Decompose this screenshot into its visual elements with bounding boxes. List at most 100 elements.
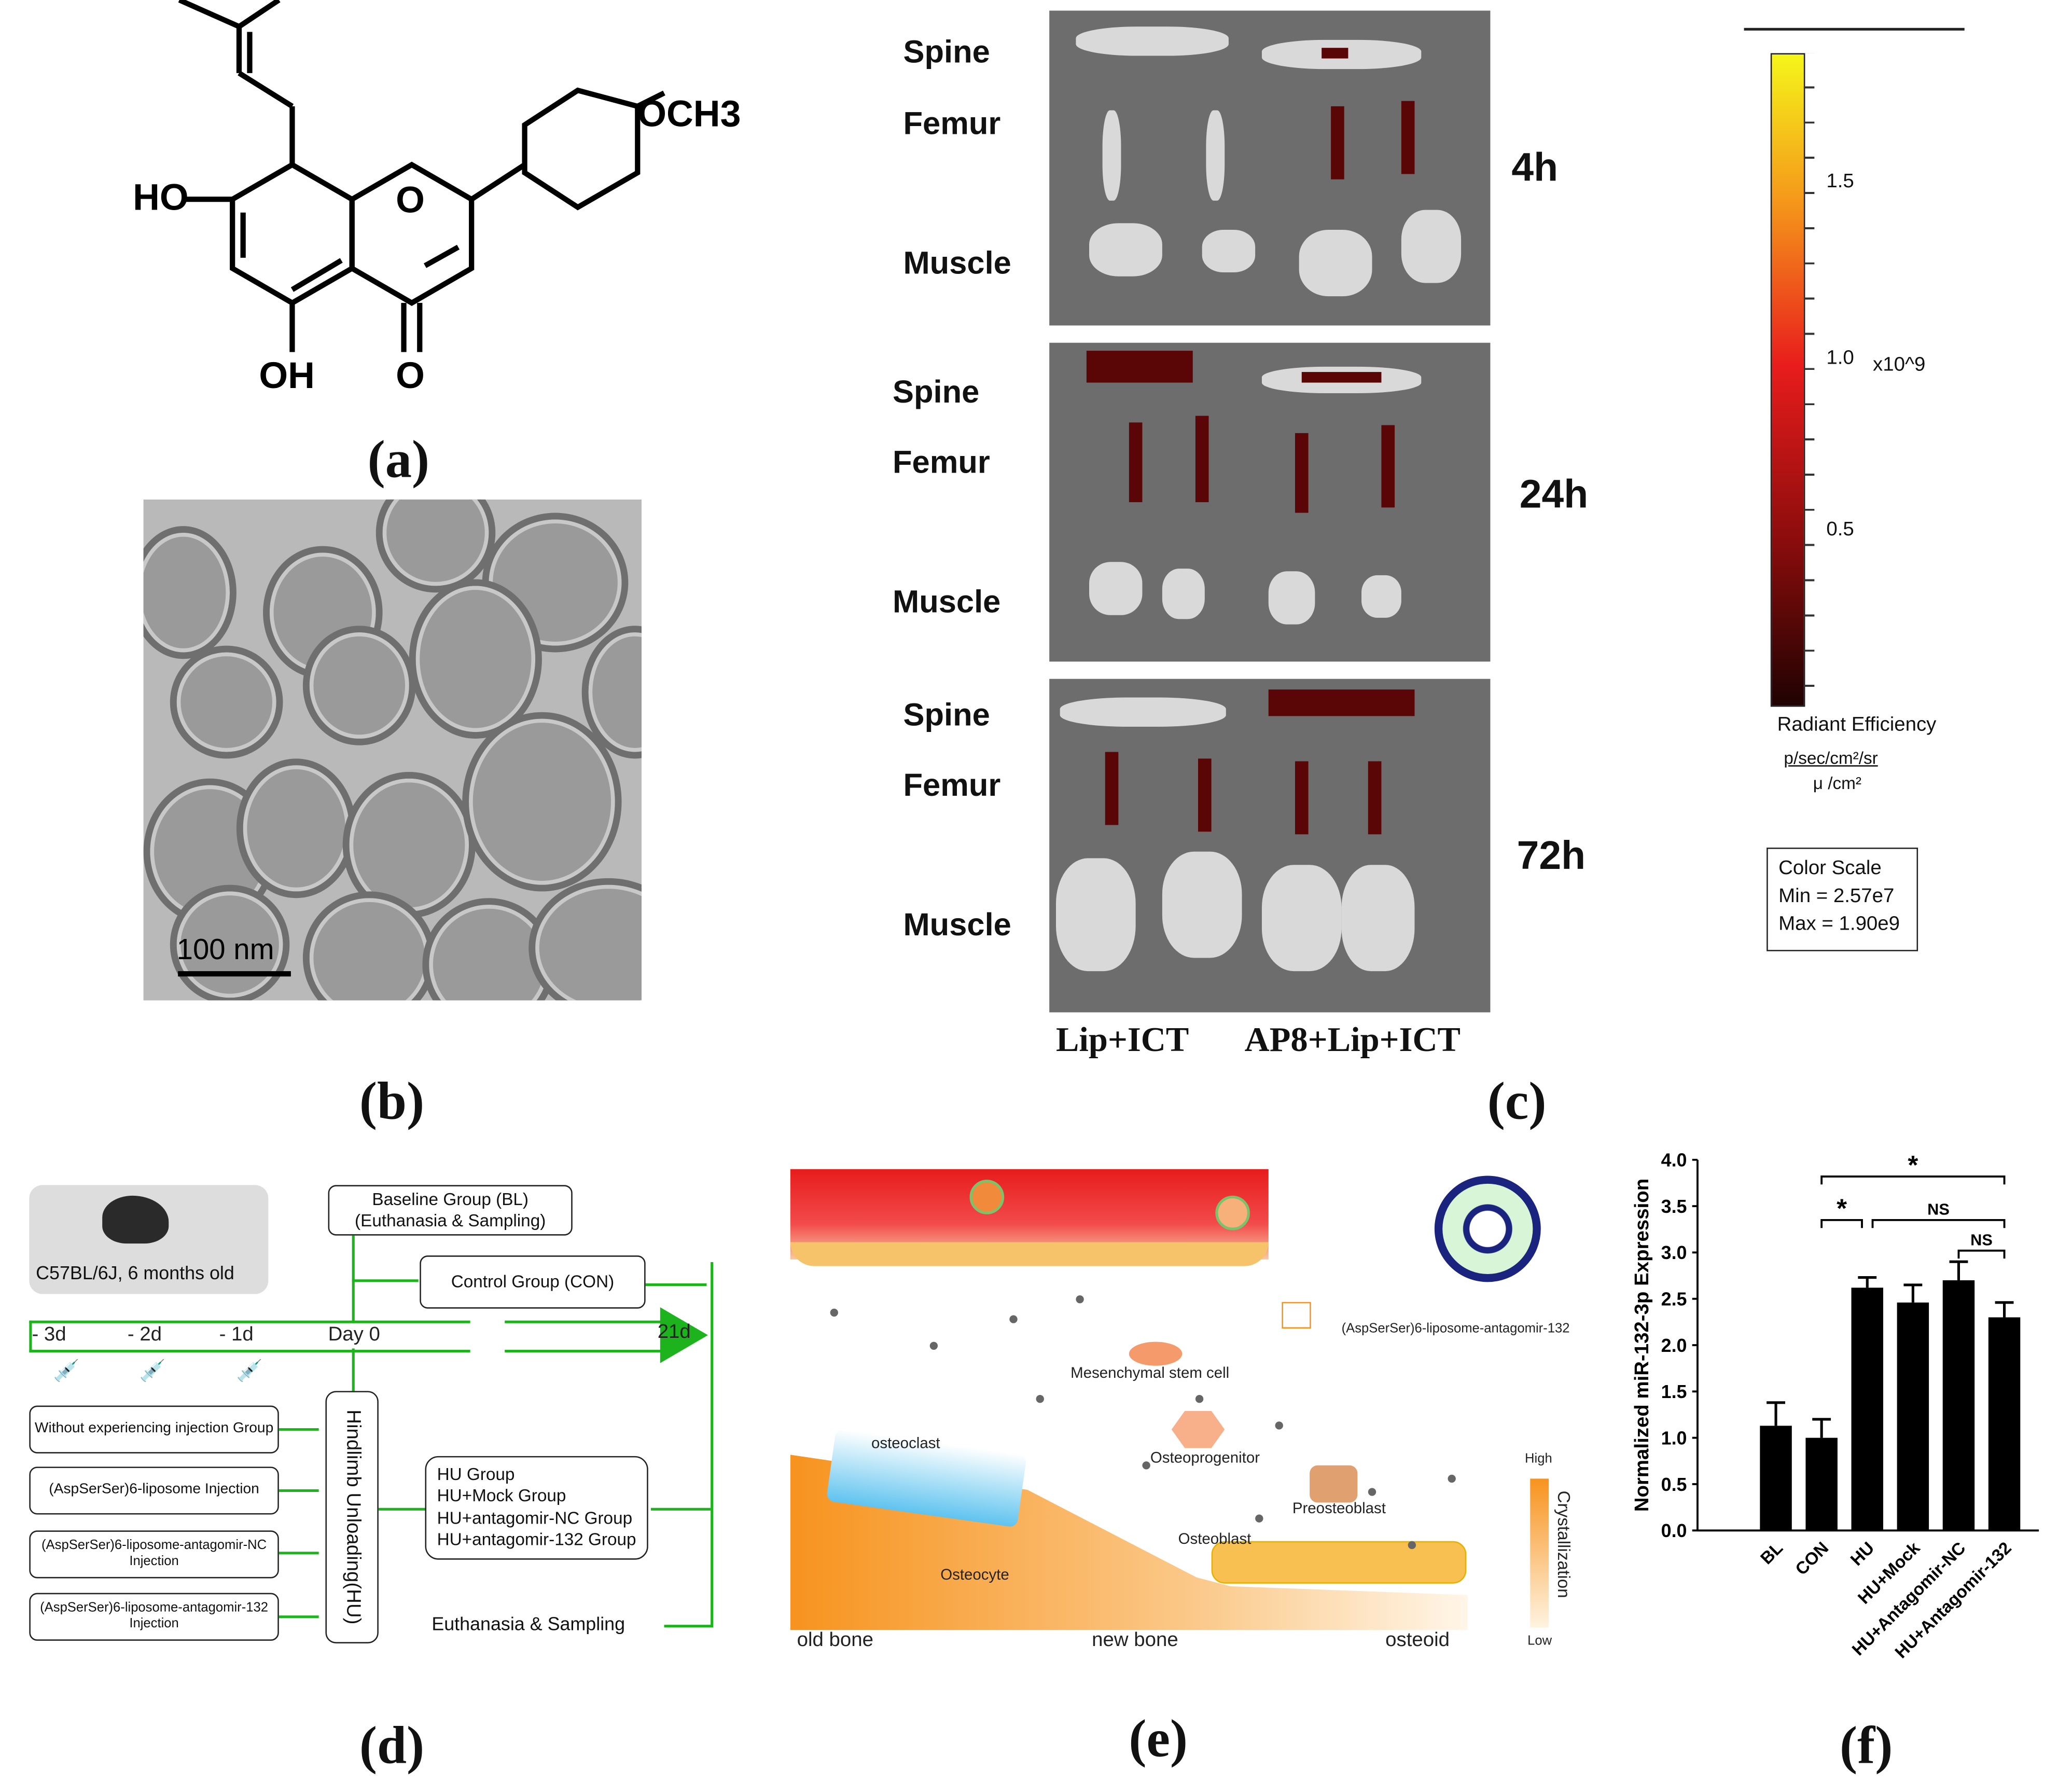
cell-label: Osteocyte: [940, 1567, 1009, 1584]
color-scale-box: Color Scale Min = 2.57e7 Max = 1.90e9: [1767, 847, 1918, 951]
atom-och3: OCH3: [637, 93, 741, 134]
tem-image: 100 nm: [143, 499, 642, 1001]
timeline-label: - 1d: [219, 1323, 254, 1346]
timeline-label: - 2d: [127, 1323, 162, 1346]
cell-label: Mesenchymal stem cell: [1070, 1365, 1230, 1382]
y-tick-label: 2.5: [1661, 1289, 1687, 1310]
row-label-muscle: Muscle: [903, 907, 1011, 944]
color-scale-min: Min = 2.57e7: [1778, 884, 1895, 908]
cell-label: Osteoprogenitor: [1150, 1450, 1260, 1467]
arrow-head: [660, 1307, 708, 1363]
injection-group-box: (AspSerSer)6-liposome-antagomir-NC Injec…: [29, 1530, 279, 1579]
colorbar-tick-label: 1.5: [1826, 170, 1854, 193]
y-tick-label: 3.0: [1661, 1242, 1687, 1263]
panel-label-f: (f): [1840, 1715, 1893, 1775]
bar-bl: [1760, 1426, 1792, 1531]
color-scale-max: Max = 1.90e9: [1778, 912, 1900, 935]
hindlimb-unloading-label: Hindlimb Unloading(HU): [342, 1409, 365, 1625]
syringe-icon: 💉: [53, 1360, 80, 1384]
colorbar-multiplier: x10^9: [1873, 353, 1926, 376]
ivis-image-24h: [1049, 342, 1491, 662]
baseline-label: Baseline Group (BL): [372, 1188, 529, 1209]
scale-high: High: [1525, 1452, 1552, 1467]
scale-bar-label: 100 nm: [176, 932, 274, 966]
syringe-icon: 💉: [236, 1360, 263, 1384]
x-tick-label: HU: [1847, 1539, 1878, 1570]
liposome-icon: [1434, 1175, 1541, 1282]
ivis-image-72h: [1049, 679, 1491, 1013]
hu-groups-box: HU Group HU+Mock Group HU+antagomir-NC G…: [425, 1456, 648, 1560]
hu-group-label: HU+Mock Group: [437, 1485, 566, 1506]
mouse-icon: [102, 1195, 169, 1244]
panel-label-e: (e): [1129, 1708, 1188, 1768]
msc-icon: [1129, 1342, 1183, 1366]
significance-bracket: [1820, 1175, 2006, 1185]
ivis-image-4h: [1049, 10, 1491, 326]
significance-label: *: [1837, 1194, 1847, 1223]
row-label-spine: Spine: [892, 375, 980, 411]
cell-label: osteoclast: [871, 1436, 940, 1453]
bar-hu-mock: [1897, 1302, 1929, 1531]
cell-label: Preosteoblast: [1292, 1501, 1386, 1517]
zoom-box: [1282, 1302, 1311, 1329]
row-label-muscle: Muscle: [892, 584, 1001, 620]
mouse-label: C57BL/6J, 6 months old: [36, 1262, 234, 1283]
chemical-structure: HO O OCH3 OH O: [133, 0, 741, 396]
baseline-group-box: Baseline Group (BL) (Euthanasia & Sampli…: [328, 1185, 573, 1236]
hindlimb-unloading-box: Hindlimb Unloading(HU): [325, 1391, 379, 1643]
significance-label: NS: [1927, 1200, 1950, 1219]
osteoblast-icon: [1211, 1541, 1467, 1584]
significance-label: NS: [1970, 1231, 1993, 1249]
significance-label: *: [1908, 1150, 1918, 1180]
y-tick-label: 3.5: [1661, 1196, 1687, 1217]
timeline-arrow: [29, 1320, 470, 1353]
group-label-ap8-lip-ict: AP8+Lip+ICT: [1244, 1020, 1461, 1059]
y-tick-label: 4.0: [1661, 1150, 1687, 1171]
bar-hu-antagomir-nc: [1942, 1280, 1975, 1531]
y-tick-label: 1.5: [1661, 1381, 1687, 1402]
atom-ho: HO: [133, 177, 189, 218]
bone-label: new bone: [1092, 1628, 1178, 1652]
timeline-label: - 3d: [32, 1323, 66, 1346]
bar-hu: [1851, 1288, 1883, 1531]
group-label-lip-ict: Lip+ICT: [1055, 1020, 1189, 1059]
row-label-spine: Spine: [903, 697, 990, 734]
injection-group-box: (AspSerSer)6-liposome-antagomir-132 Inje…: [29, 1593, 279, 1641]
bar-hu-antagomir-132: [1988, 1317, 2021, 1531]
color-scale-title: Color Scale: [1778, 856, 1882, 880]
injection-group-box: (AspSerSer)6-liposome Injection: [29, 1467, 279, 1515]
crystallization-label: Crystallization: [1554, 1490, 1574, 1598]
colorbar-tick-label: 0.5: [1826, 518, 1854, 541]
timeline-label: Day 0: [328, 1323, 380, 1346]
significance-bracket: [1957, 1249, 2006, 1259]
y-tick-label: 0.0: [1661, 1520, 1687, 1541]
crystallization-bar: [1530, 1478, 1549, 1628]
colorbar-title: Radiant Efficiency: [1777, 713, 1937, 736]
scale-low: Low: [1527, 1634, 1552, 1649]
timepoint-72h: 72h: [1517, 834, 1586, 878]
x-tick-label: BL: [1757, 1539, 1787, 1569]
osteoprogenitor-icon: [1171, 1410, 1225, 1448]
panel-label-c: (c): [1487, 1071, 1547, 1131]
colorbar-tick-label: 1.0: [1826, 347, 1854, 369]
scale-bar: [178, 971, 291, 977]
mouse-card: C57BL/6J, 6 months old: [29, 1185, 269, 1294]
colorbar: [1770, 53, 1805, 707]
timepoint-4h: 4h: [1511, 146, 1559, 190]
bone-label: osteoid: [1385, 1628, 1450, 1652]
bar-chart: 0.0 0.5 1.0 1.5 2.0 2.5 3.0 3.5 4.0 Normalized mi…: [1631, 1150, 2039, 1662]
x-tick-label: CON: [1792, 1539, 1832, 1579]
blood-vessel: [790, 1169, 1269, 1266]
significance-bracket: [1820, 1219, 1863, 1228]
y-tick-label: 2.0: [1661, 1335, 1687, 1356]
atom-o: O: [396, 179, 425, 221]
bone-label: old bone: [797, 1628, 874, 1652]
hu-group-label: HU+antagomir-132 Group: [437, 1529, 636, 1549]
atom-o-keto: O: [396, 355, 425, 396]
colorbar-units: μ /cm²: [1813, 773, 1861, 793]
hu-group-label: HU Group: [437, 1464, 515, 1484]
row-label-femur: Femur: [903, 768, 1001, 804]
bar-con: [1805, 1437, 1838, 1531]
panel-label-d: (d): [359, 1715, 425, 1775]
